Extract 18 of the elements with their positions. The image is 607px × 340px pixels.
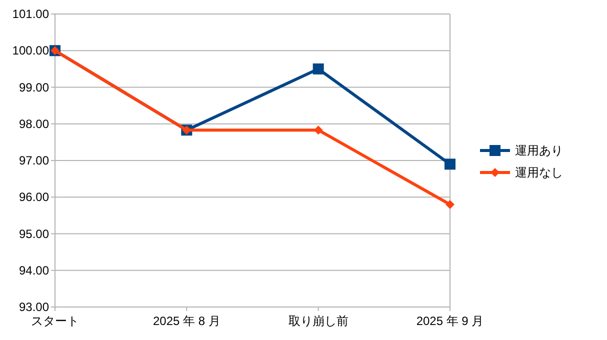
point (312, 63, 324, 74)
x-tick-label: 2025 年 9 月 (416, 314, 484, 328)
legend-label: 運用あり (515, 144, 563, 158)
y-tick-label: 94.00 (18, 263, 50, 278)
y-tick-label: 100.00 (12, 44, 50, 58)
y-tick-label: 93.00 (18, 300, 50, 314)
y-tick-label: 99.00 (18, 80, 50, 94)
x-tick-label: 2025 年 8 月 (152, 314, 220, 328)
x-tick-label: スタート (31, 314, 79, 328)
point (444, 158, 456, 170)
y-tick-label: 101.00 (12, 7, 50, 21)
y-tick-label: 95.00 (18, 226, 50, 241)
x-tick-label: 取り崩し前 (288, 314, 348, 328)
y-tick-label: 96.00 (18, 190, 50, 204)
y-tick-label: 98.00 (18, 116, 50, 131)
legend-label: 運用なし (515, 166, 563, 180)
y-tick-label: 97.00 (18, 154, 50, 168)
point (446, 200, 454, 209)
